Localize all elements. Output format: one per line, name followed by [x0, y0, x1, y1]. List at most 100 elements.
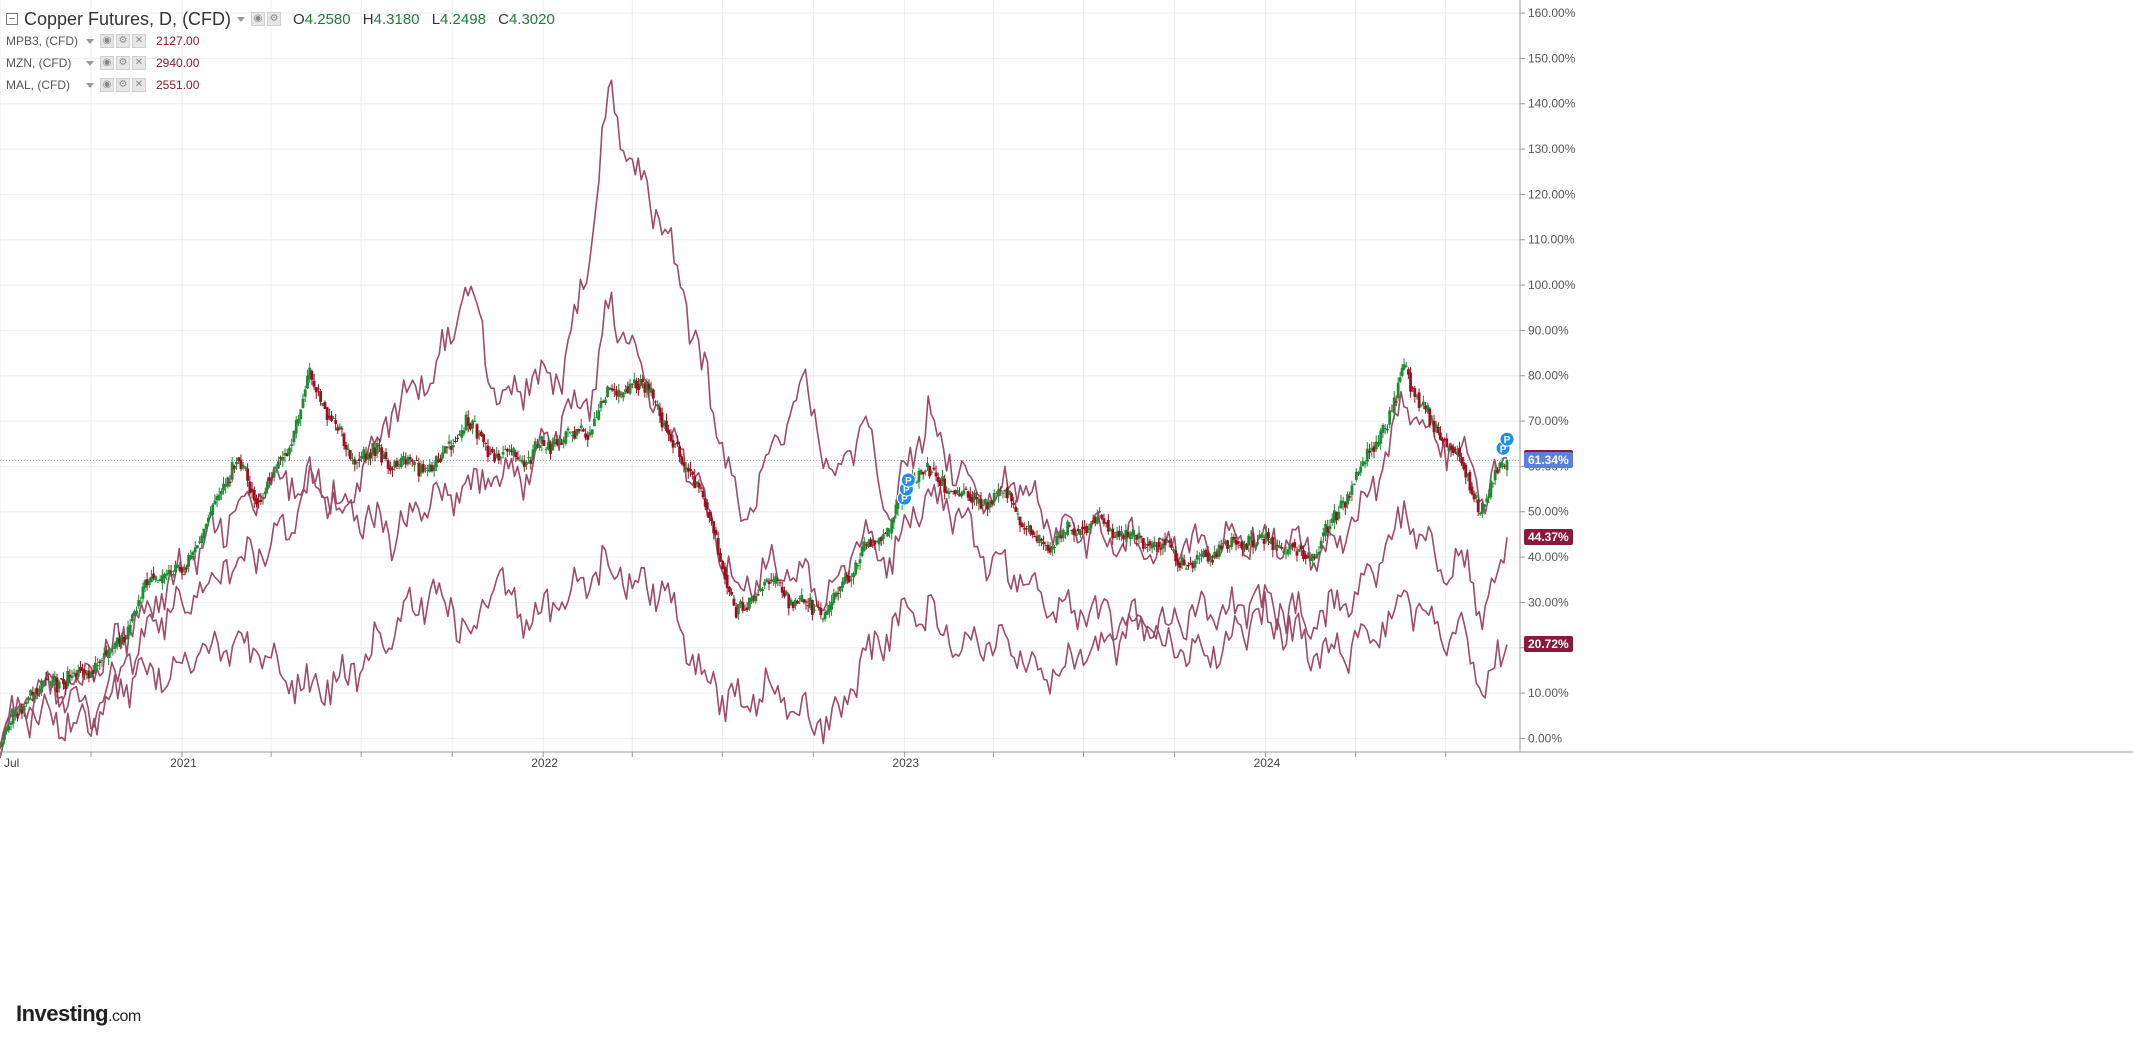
candle-body [1449, 446, 1453, 450]
candle-body [1070, 529, 1074, 531]
candle-body [1390, 410, 1394, 412]
gear-icon[interactable]: ⚙ [116, 56, 130, 70]
y-tick-label: 70.00% [1528, 414, 1569, 428]
candle-body [1253, 545, 1257, 548]
x-tick-label: 2023 [892, 756, 919, 770]
candle-body [81, 668, 84, 671]
eye-icon[interactable]: ◉ [100, 56, 114, 70]
eye-icon[interactable]: ◉ [100, 34, 114, 48]
candle-body [1137, 532, 1141, 539]
overlay-name[interactable]: MPB3, (CFD) [6, 34, 78, 48]
candle-body [310, 370, 314, 380]
candle-body [1055, 535, 1059, 545]
candle-body [1131, 531, 1134, 536]
candle-body [1466, 473, 1470, 476]
marker-pin-icon[interactable] [1499, 431, 1515, 447]
candle-body [1206, 552, 1210, 562]
overlay-name[interactable]: MAL, (CFD) [6, 78, 70, 92]
candle-body [1476, 499, 1480, 513]
candle-body [1117, 530, 1121, 537]
candle-body [767, 581, 771, 585]
candle-body [1228, 545, 1232, 548]
chevron-down-icon[interactable] [86, 82, 94, 88]
candle-body [793, 600, 797, 607]
chevron-down-icon[interactable] [86, 60, 94, 66]
candle-body [44, 678, 48, 681]
candle-body [466, 417, 470, 426]
candle-body [217, 494, 221, 500]
gear-icon[interactable]: ⚙ [116, 78, 130, 92]
candle-body [1386, 428, 1389, 431]
candle-body [386, 460, 390, 469]
candle-body [479, 431, 483, 436]
candle-body [1184, 568, 1188, 570]
overlay-value: 2127.00 [156, 34, 200, 48]
candle-body [525, 461, 528, 465]
candle-body [875, 540, 879, 543]
candle-body [862, 541, 866, 551]
candle-body [1491, 482, 1495, 484]
candle-body [325, 407, 329, 420]
candle-body [89, 671, 93, 678]
candle-body [1284, 553, 1288, 555]
candle-body [469, 423, 472, 430]
candle-body [1078, 529, 1082, 536]
candle-body [104, 650, 108, 656]
candle-body [321, 402, 325, 406]
candle-body [415, 460, 419, 462]
candle-body [332, 417, 335, 419]
candle-body [564, 431, 568, 444]
candle-body [1426, 405, 1430, 413]
marker-label: P [905, 476, 912, 487]
candle-body [235, 461, 238, 465]
close-icon[interactable]: ✕ [132, 78, 146, 92]
candle-body [1439, 432, 1442, 440]
candle-body [1249, 537, 1253, 540]
candle-body [1213, 551, 1217, 559]
candle-body [1008, 490, 1011, 496]
candle-body [628, 383, 632, 394]
candle-body [477, 433, 481, 436]
candle-body [612, 389, 616, 391]
candle-body [806, 605, 810, 607]
candle-body [1098, 511, 1101, 513]
marker-pin-icon[interactable] [900, 472, 916, 488]
candle-body [590, 429, 594, 435]
candle-body [1462, 462, 1466, 470]
candle-body [864, 544, 868, 546]
candle-body [741, 602, 745, 611]
candle-body [437, 459, 440, 463]
candle-body [581, 429, 585, 432]
candle-body [701, 491, 705, 498]
candle-body [943, 478, 947, 493]
candle-body [1115, 531, 1119, 538]
gear-icon[interactable]: ⚙ [267, 12, 282, 26]
close-icon[interactable]: ✕ [132, 56, 146, 70]
candle-body [1496, 470, 1499, 473]
candle-body [176, 564, 180, 568]
instrument-title[interactable]: Copper Futures, D, (CFD) [24, 8, 232, 29]
candle-body [417, 462, 421, 477]
chevron-down-icon[interactable] [86, 38, 94, 44]
eye-icon[interactable]: ◉ [100, 78, 114, 92]
candle-body [1113, 536, 1117, 538]
candle-body [447, 441, 451, 444]
candle-body [984, 499, 987, 505]
legend-overlay-row: MPB3, (CFD) ◉ ⚙ ✕ 2127.00 [6, 30, 563, 52]
collapse-icon[interactable]: − [6, 13, 18, 25]
candle-body [5, 728, 8, 732]
eye-icon[interactable]: ◉ [251, 12, 266, 26]
candle-body [1379, 430, 1383, 444]
candle-body [928, 466, 932, 477]
candle-body [1135, 535, 1139, 540]
candle-body [1485, 498, 1489, 503]
candle-body [1317, 551, 1321, 555]
close-icon[interactable]: ✕ [132, 34, 146, 48]
overlay-name[interactable]: MZN, (CFD) [6, 56, 72, 70]
candle-body [544, 449, 548, 451]
gear-icon[interactable]: ⚙ [116, 34, 130, 48]
chevron-down-icon[interactable] [237, 16, 246, 22]
candle-body [712, 521, 716, 534]
